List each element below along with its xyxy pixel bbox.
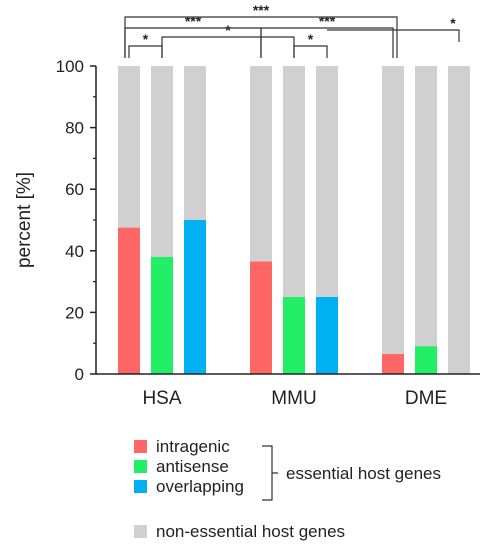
- category-label-hsa: HSA: [142, 388, 181, 409]
- bar-background-dme-intragenic: [382, 66, 404, 374]
- significance-brackets: *************: [124, 2, 460, 58]
- legend-label-intragenic: intragenic: [156, 437, 230, 456]
- significance-bracket: [260, 27, 394, 58]
- y-tick-label: 20: [65, 303, 84, 322]
- legend-group-label: essential host genes: [286, 464, 441, 483]
- bar-hsa-intragenic: [118, 227, 140, 374]
- category-label-mmu: MMU: [271, 388, 316, 409]
- y-tick-label: 0: [75, 365, 84, 384]
- significance-label: ***: [319, 13, 336, 29]
- legend-swatch-non-essential: [134, 525, 147, 538]
- legend-swatch-antisense: [134, 460, 147, 473]
- y-axis: 0 20 40 60 80 100: [56, 57, 480, 384]
- legend-label-antisense: antisense: [156, 457, 229, 476]
- bar-dme-intragenic: [382, 353, 404, 374]
- significance-bracket: [293, 45, 328, 58]
- significance-bracket: [128, 45, 163, 58]
- y-axis-title: percent [%]: [14, 172, 35, 268]
- significance-label: ***: [185, 13, 202, 29]
- significance-bracket: [161, 36, 295, 58]
- significance-label: *: [308, 31, 314, 47]
- bar-dme-antisense: [415, 346, 437, 374]
- bar-mmu-antisense: [283, 297, 305, 374]
- plot-area: [118, 66, 470, 374]
- bar-hsa-antisense: [151, 256, 173, 374]
- significance-label: ***: [253, 2, 270, 18]
- y-tick-label: 80: [65, 119, 84, 138]
- significance-label: *: [450, 15, 456, 31]
- legend-swatch-intragenic: [134, 440, 147, 453]
- legend-label-overlapping: overlapping: [156, 477, 244, 496]
- y-tick-label: 60: [65, 180, 84, 199]
- category-labels: HSA MMU DME: [142, 388, 447, 409]
- significance-bracket: [327, 29, 460, 42]
- significance-label: *: [225, 22, 231, 38]
- legend-swatch-overlapping: [134, 480, 147, 493]
- category-label-dme: DME: [405, 388, 447, 409]
- bar-background-dme-antisense: [415, 66, 437, 374]
- bar-background-dme-overlapping: [448, 66, 470, 374]
- significance-label: *: [143, 31, 149, 47]
- y-tick-label: 100: [56, 57, 84, 76]
- bar-hsa-overlapping: [184, 220, 206, 374]
- y-tick-label: 40: [65, 242, 84, 261]
- legend-label-non-essential: non-essential host genes: [156, 522, 345, 541]
- significance-bracket: [124, 16, 398, 58]
- legend-group-brace: [262, 445, 278, 501]
- bar-mmu-overlapping: [316, 297, 338, 374]
- bar-mmu-intragenic: [250, 261, 272, 374]
